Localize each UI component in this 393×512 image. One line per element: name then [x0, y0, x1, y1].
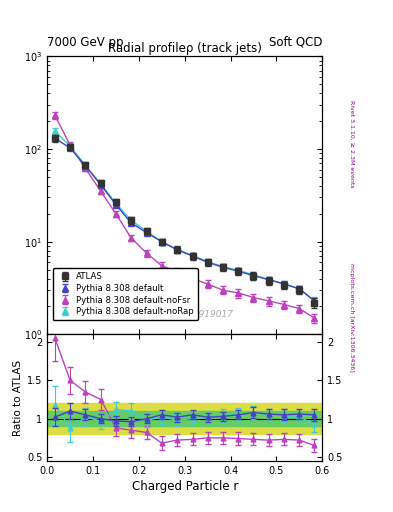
Text: mcplots.cern.ch [arXiv:1306.3436]: mcplots.cern.ch [arXiv:1306.3436]: [349, 263, 354, 372]
Y-axis label: Ratio to ATLAS: Ratio to ATLAS: [13, 359, 23, 436]
Text: Soft QCD: Soft QCD: [269, 36, 322, 49]
Legend: ATLAS, Pythia 8.308 default, Pythia 8.308 default-noFsr, Pythia 8.308 default-no: ATLAS, Pythia 8.308 default, Pythia 8.30…: [53, 268, 198, 321]
X-axis label: Charged Particle r: Charged Particle r: [132, 480, 238, 493]
Text: 7000 GeV pp: 7000 GeV pp: [47, 36, 124, 49]
Text: Rivet 3.1.10, ≥ 2.3M events: Rivet 3.1.10, ≥ 2.3M events: [349, 99, 354, 187]
Text: ATLAS_2011_I919017: ATLAS_2011_I919017: [136, 309, 233, 318]
Title: Radial profileρ (track jets): Radial profileρ (track jets): [108, 42, 262, 55]
